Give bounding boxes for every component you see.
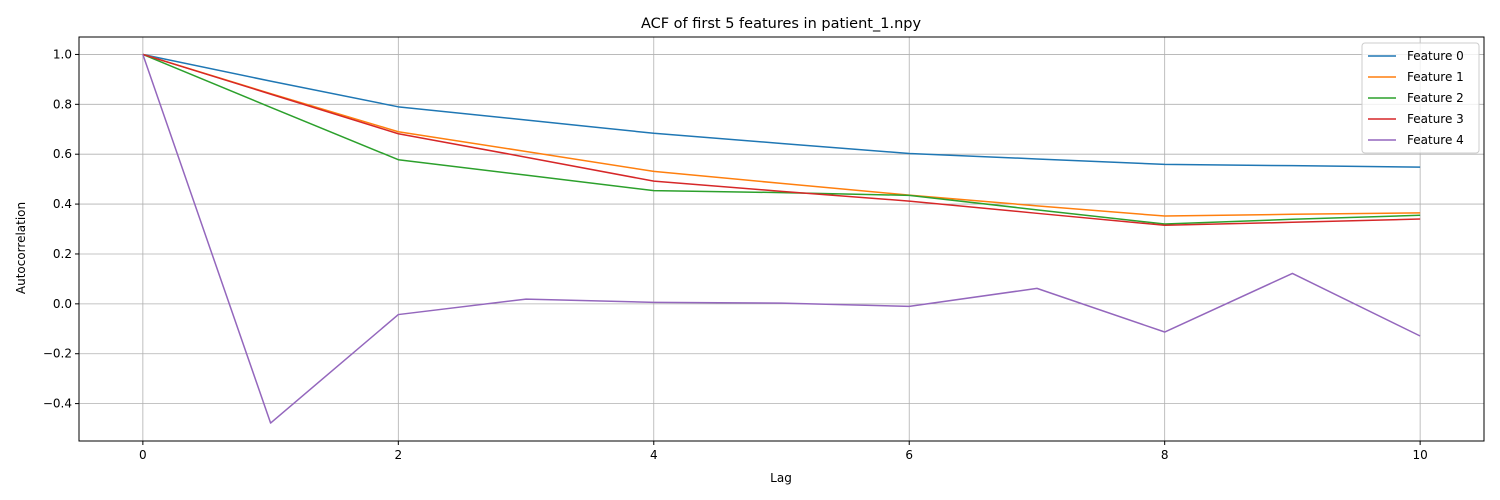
legend-label: Feature 2: [1407, 91, 1464, 105]
x-tick-label: 8: [1161, 448, 1169, 462]
x-tick-label: 10: [1412, 448, 1427, 462]
plot-frame: [78, 36, 1485, 442]
x-tick-label: 0: [139, 448, 147, 462]
legend-label: Feature 4: [1407, 133, 1464, 147]
legend-box: [1361, 42, 1480, 154]
series-line-feature-2: [142, 53, 1421, 225]
x-tick-label: 2: [394, 448, 402, 462]
y-tick-label: 0.0: [53, 297, 72, 311]
series-line-feature-1: [142, 53, 1421, 217]
x-tick-label: 4: [650, 448, 658, 462]
y-tick-label: 0.6: [53, 147, 72, 161]
series-line-feature-4: [142, 54, 1421, 424]
y-tick-label: 1.0: [53, 47, 72, 61]
y-tick-label: 0.2: [53, 247, 72, 261]
y-axis-label: Autocorrelation: [14, 202, 28, 294]
chart-title: ACF of first 5 features in patient_1.npy: [641, 16, 922, 32]
legend-label: Feature 1: [1407, 70, 1464, 84]
y-tick-label: 0.8: [53, 97, 72, 111]
legend-label: Feature 0: [1407, 49, 1464, 63]
grid-lines: [79, 37, 1484, 441]
series-line-feature-3: [142, 53, 1421, 227]
legend-label: Feature 3: [1407, 112, 1464, 126]
x-axis-label: Lag: [770, 471, 792, 485]
y-tick-label: −0.4: [43, 397, 72, 411]
legend: Feature 0 Feature 1 Feature 2 Feature 3 Feat…: [1361, 42, 1480, 154]
x-tick-label: 6: [905, 448, 913, 462]
y-tick-label: −0.2: [43, 347, 72, 361]
y-tick-label: 0.4: [53, 197, 72, 211]
series-line-feature-0: [142, 53, 1421, 168]
series-lines: [142, 53, 1421, 424]
axis-ticks: 0 2 4 6 8 10 −0.4 −0.2 0.0 0.2 0.4 0.6 0.8 1.0: [43, 47, 1428, 462]
